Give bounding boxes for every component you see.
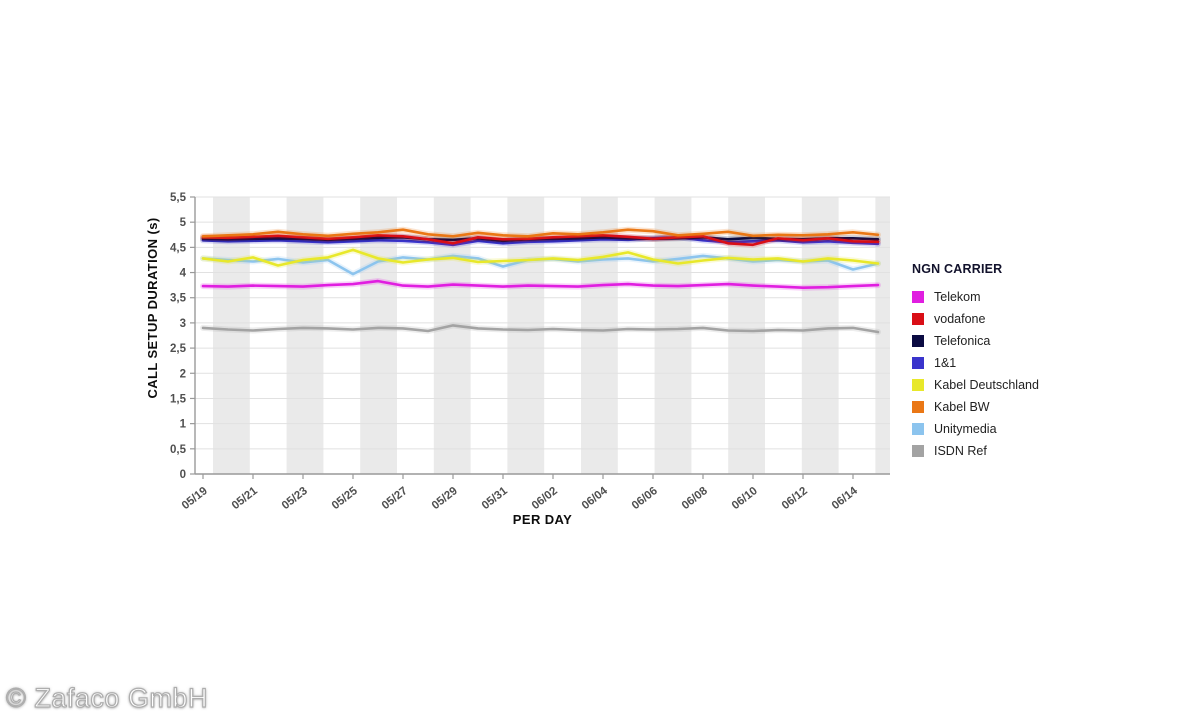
legend-label: vodafone [934,312,986,326]
legend-swatch-icon [912,423,924,435]
plot-band [360,197,397,474]
y-tick-label: 0 [180,469,186,481]
chart-svg: 0 0,5 1 1,5 2 2,5 3 3,5 4 4,5 5 5,5 05/19 05/21 05/23 0… [145,192,890,527]
x-tick-label: 06/14 [830,485,861,513]
x-tick-label: 05/21 [230,485,261,513]
series-line-7 [201,324,880,334]
legend-item-7: ISDN Ref [912,440,1039,462]
legend-label: 1&1 [934,356,957,370]
watermark: © Zafaco GmbH [5,683,208,713]
x-tick-label: 05/29 [430,485,460,512]
y-tick-label: 3 [180,318,186,330]
legend-swatch-icon [912,357,924,369]
series-line-0 [201,279,880,289]
legend-swatch-icon [912,313,924,325]
x-tick-label: 05/31 [480,485,511,513]
plot-band [581,197,618,474]
legend-item-1: vodafone [912,308,1039,330]
legend-item-6: Unitymedia [912,418,1039,440]
legend-label: Unitymedia [934,422,997,436]
series-line-5 [201,228,880,238]
x-tick-label: 05/23 [280,485,310,512]
y-axis-title: CALL SETUP DURATION (s) [145,217,160,398]
y-tick-label: 4,5 [170,242,187,254]
x-tick-label: 06/12 [780,485,810,512]
call-setup-duration-chart: 0 0,5 1 1,5 2 2,5 3 3,5 4 4,5 5 5,5 05/19 05/21 05/23 0… [140,180,930,555]
legend-swatch-icon [912,379,924,391]
legend-item-2: Telefonica [912,330,1039,352]
series-line-1 [201,233,880,247]
legend-item-5: Kabel BW [912,396,1039,418]
x-tick-label: 05/19 [180,485,210,512]
y-tick-label: 1 [180,419,187,431]
y-tick-label: 4 [180,268,187,280]
legend-label: Telefonica [934,334,991,348]
plot-band [654,197,692,474]
legend-item-0: Telekom [912,286,1039,308]
y-tick-label: 5 [180,217,187,229]
legend-title: NGN CARRIER [912,262,1003,276]
x-tick-label: 06/04 [580,485,611,513]
legend-label: ISDN Ref [934,444,987,458]
y-tick-label: 5,5 [170,192,187,204]
legend-items: Telekom vodafone Telefonica 1&1 Kabel Deutsc… [912,286,1039,462]
y-tick-label: 1,5 [170,393,187,405]
x-tick-label: 05/25 [330,485,361,513]
x-tick-label: 06/02 [530,485,560,512]
plot-band [213,197,250,474]
legend-swatch-icon [912,335,924,347]
y-tick-label: 3,5 [170,293,187,305]
x-tick-label: 06/10 [730,485,760,512]
x-axis-title: PER DAY [513,512,572,527]
plot-band [875,197,890,474]
x-tick-label: 05/27 [380,485,410,512]
series-line-4 [201,248,880,267]
legend-label: Kabel BW [934,400,990,414]
y-tick-label: 0,5 [170,444,187,456]
legend-item-3: 1&1 [912,352,1039,374]
legend-swatch-icon [912,445,924,457]
x-tick-label: 06/06 [630,485,660,512]
legend-item-4: Kabel Deutschland [912,374,1039,396]
y-tick-label: 2 [180,368,186,380]
legend-label: Telekom [934,290,981,304]
legend-label: Kabel Deutschland [934,378,1039,392]
legend-swatch-icon [912,291,924,303]
legend-swatch-icon [912,401,924,413]
x-tick-label: 06/08 [680,485,711,513]
legend: NGN CARRIER Telekom vodafone Telefonica 1&1… [912,262,1039,462]
y-tick-label: 2,5 [170,343,187,355]
